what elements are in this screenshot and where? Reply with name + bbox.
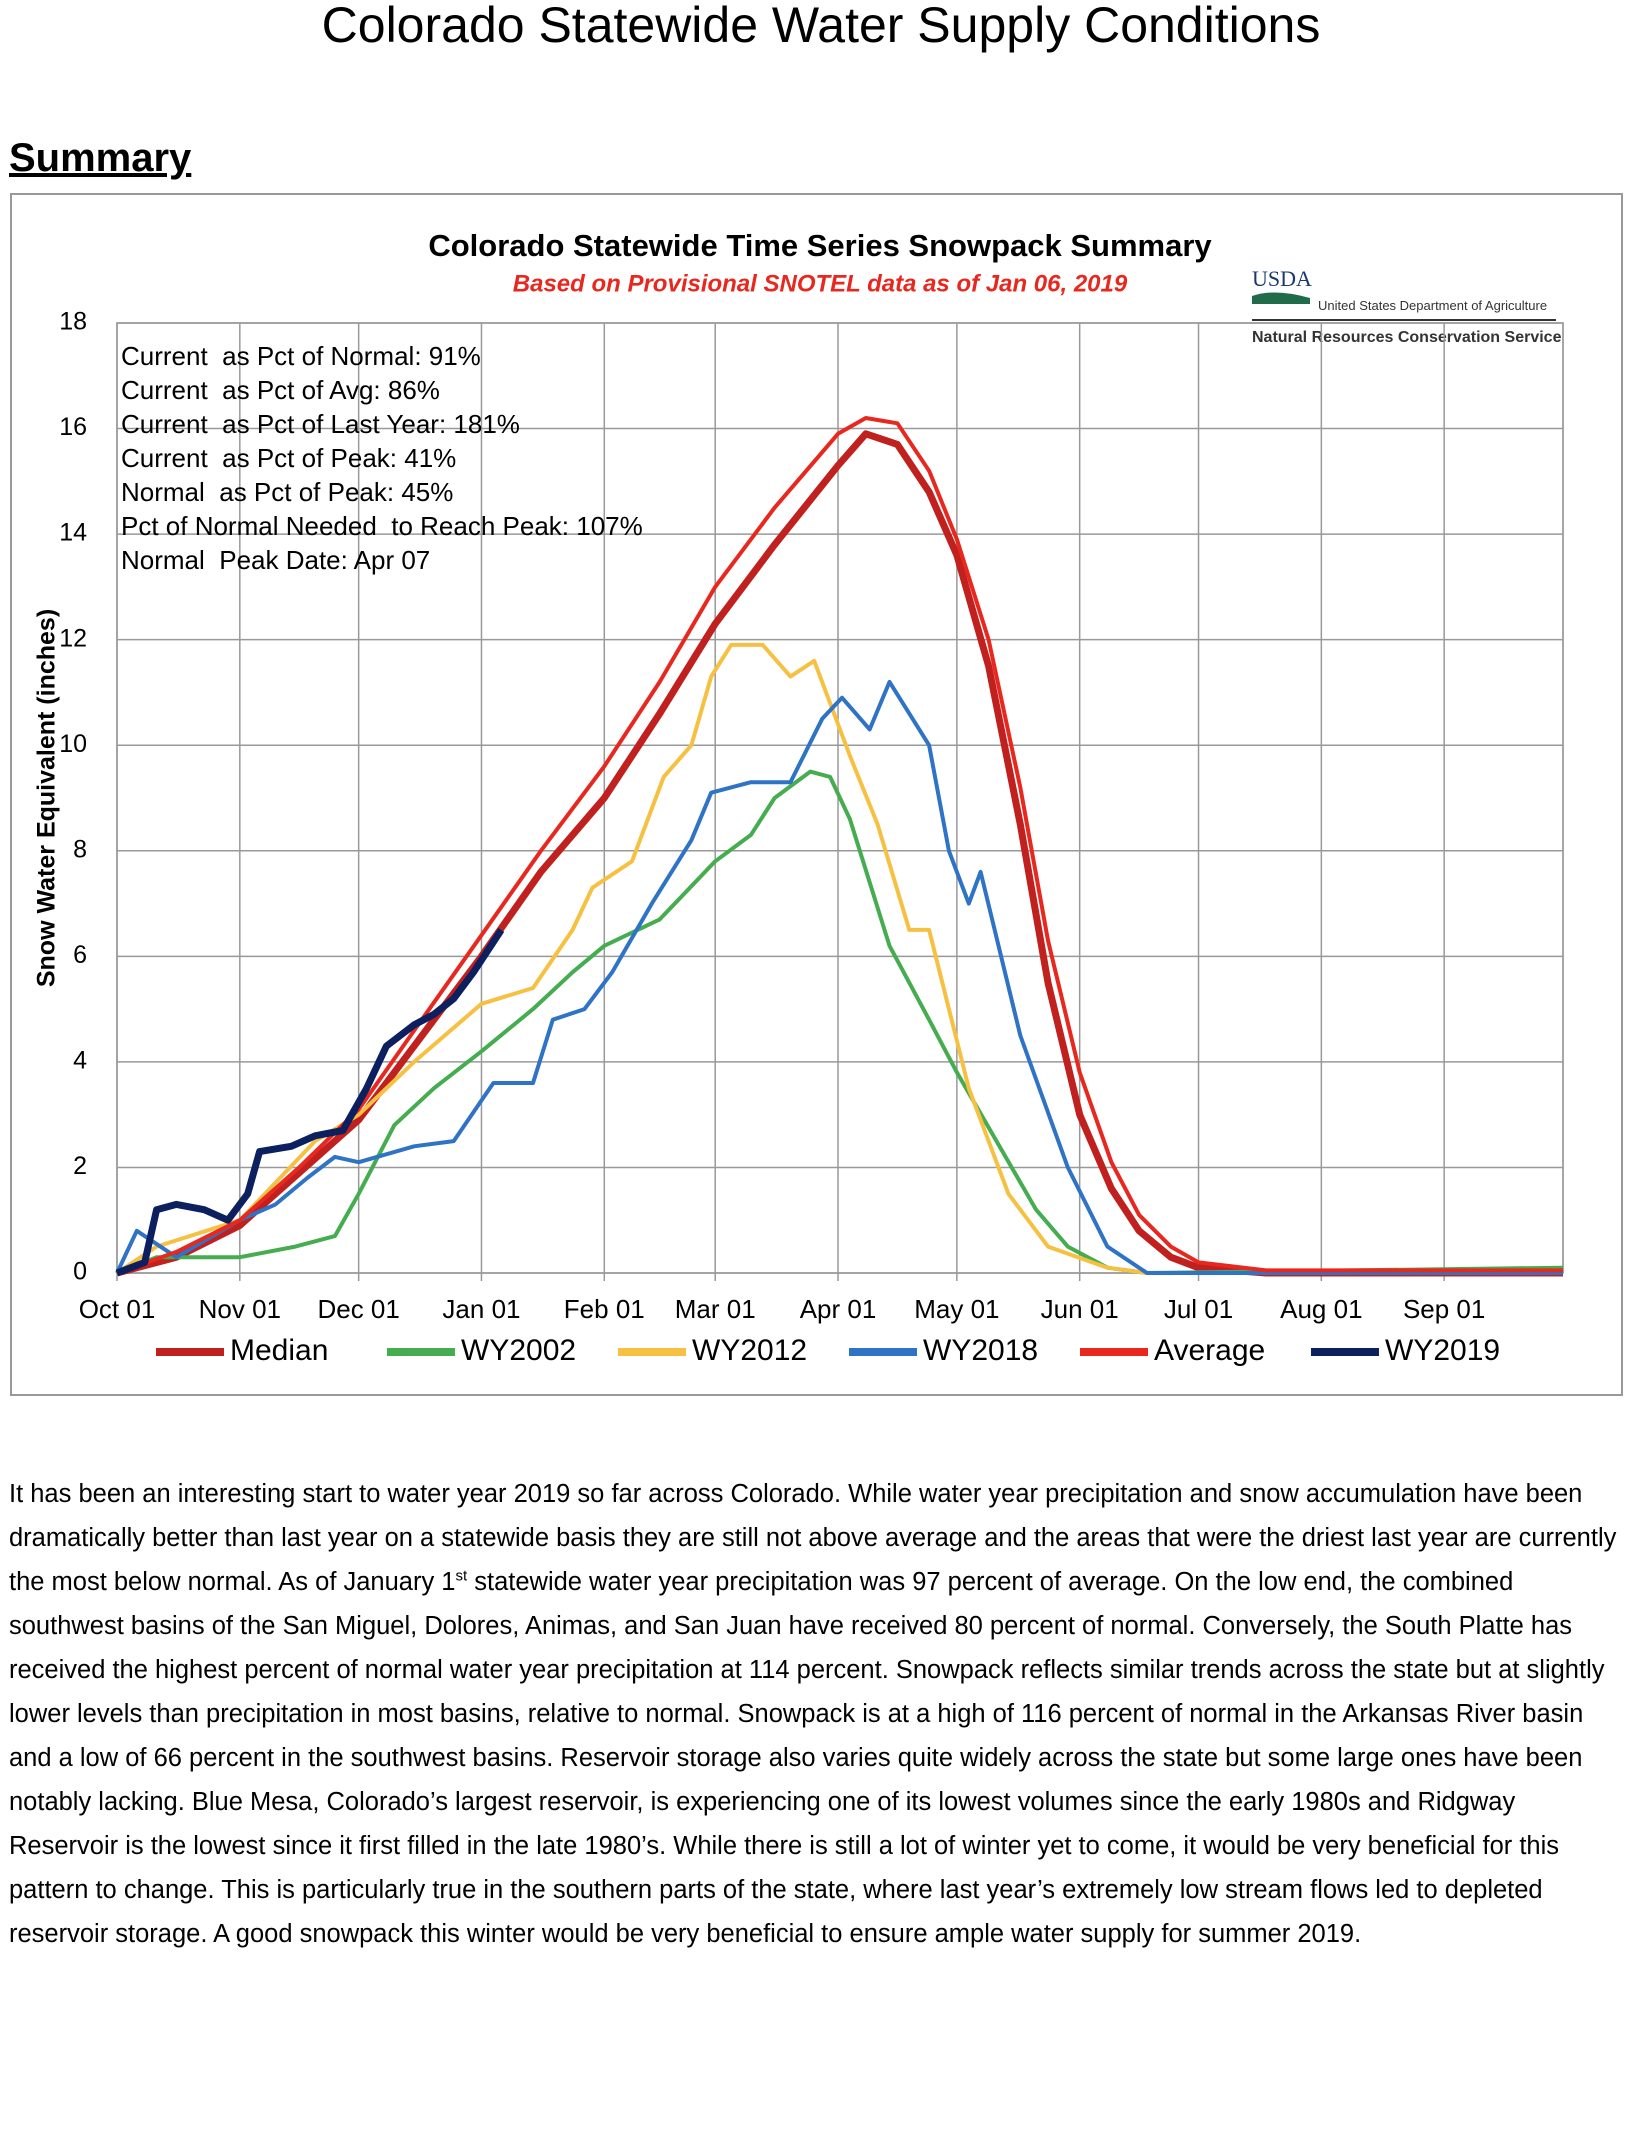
x-tick-label: Jan 01: [442, 1294, 520, 1324]
y-tick-label: 10: [59, 730, 87, 758]
x-tick-label: May 01: [914, 1294, 999, 1324]
stat-line: Current as Pct of Peak: 41%: [121, 443, 456, 473]
section-heading: Summary: [9, 136, 192, 180]
x-tick-label: Jul 01: [1164, 1294, 1233, 1324]
legend-label: WY2002: [461, 1334, 576, 1367]
chart: Colorado Statewide Time Series Snowpack …: [10, 193, 1623, 1396]
stat-line: Current as Pct of Normal: 91%: [121, 341, 481, 371]
paragraph-text: It has been an interesting start to wate…: [9, 1480, 1617, 1596]
x-tick-label: Jun 01: [1041, 1294, 1119, 1324]
y-tick-label: 4: [73, 1046, 87, 1074]
stat-line: Current as Pct of Last Year: 181%: [121, 409, 520, 439]
legend-label: WY2019: [1385, 1334, 1500, 1367]
x-tick-label: Oct 01: [79, 1294, 156, 1324]
chart-subtitle: Based on Provisional SNOTEL data as of J…: [513, 270, 1128, 297]
stat-line: Normal Peak Date: Apr 07: [121, 545, 430, 575]
chart-title: Colorado Statewide Time Series Snowpack …: [428, 228, 1212, 263]
y-tick-label: 18: [59, 308, 87, 336]
x-tick-label: Mar 01: [675, 1294, 756, 1324]
y-axis-label: Snow Water Equivalent (inches): [33, 609, 61, 987]
y-tick-label: 6: [73, 941, 87, 969]
stat-line: Normal as Pct of Peak: 45%: [121, 477, 453, 507]
logo-service: Natural Resources Conservation Service: [1252, 329, 1562, 346]
logo-agency: United States Department of Agriculture: [1318, 298, 1547, 313]
legend-label: WY2012: [692, 1334, 807, 1367]
series-line: [116, 769, 1564, 1275]
x-tick-label: Aug 01: [1280, 1294, 1362, 1324]
x-tick-label: Feb 01: [564, 1294, 645, 1324]
y-tick-label: 14: [59, 519, 87, 547]
y-tick-label: 12: [59, 624, 87, 652]
legend-label: WY2018: [923, 1334, 1038, 1367]
logo-swoosh: [1252, 292, 1310, 304]
legend-label: Average: [1154, 1334, 1265, 1367]
series-line: [115, 642, 1563, 1275]
y-tick-label: 8: [73, 835, 87, 863]
page-title: Colorado Statewide Water Supply Conditio…: [321, 0, 1321, 53]
paragraph-text: statewide water year precipitation was 9…: [9, 1568, 1605, 1948]
body-paragraph: It has been an interesting start to wate…: [9, 1472, 1631, 1956]
stat-line: Pct of Normal Needed to Reach Peak: 107%: [121, 511, 643, 541]
y-tick-label: 2: [73, 1152, 87, 1180]
y-tick-label: 0: [73, 1258, 87, 1286]
legend-label: Median: [230, 1334, 328, 1367]
x-tick-label: Nov 01: [199, 1294, 281, 1324]
x-tick-label: Dec 01: [317, 1294, 399, 1324]
logo-mark: USDA: [1252, 266, 1312, 291]
x-tick-label: Sep 01: [1403, 1294, 1485, 1324]
superscript: st: [455, 1567, 468, 1585]
series-line: [115, 679, 1563, 1275]
stat-line: Current as Pct of Avg: 86%: [121, 375, 440, 405]
y-tick-label: 16: [59, 413, 87, 441]
series-line: [116, 416, 1563, 1275]
logo: USDA United States Department of Agricul…: [1252, 266, 1562, 346]
x-tick-label: Apr 01: [800, 1294, 877, 1324]
series-line: [115, 927, 505, 1277]
